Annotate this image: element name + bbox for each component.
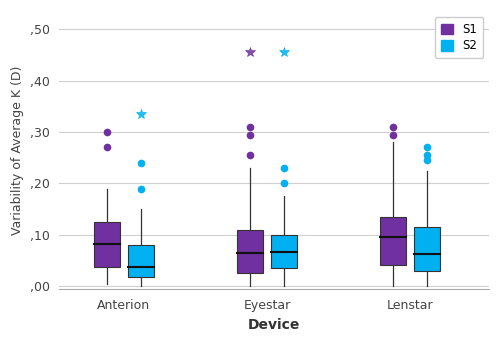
Bar xyxy=(128,245,154,277)
Y-axis label: Variability of Average K (D): Variability of Average K (D) xyxy=(11,65,24,235)
Bar xyxy=(380,217,406,265)
X-axis label: Device: Device xyxy=(248,318,300,332)
Bar xyxy=(94,222,120,267)
Bar xyxy=(237,230,262,273)
Bar xyxy=(272,235,297,268)
Legend: S1, S2: S1, S2 xyxy=(435,17,483,58)
Bar xyxy=(414,227,440,271)
